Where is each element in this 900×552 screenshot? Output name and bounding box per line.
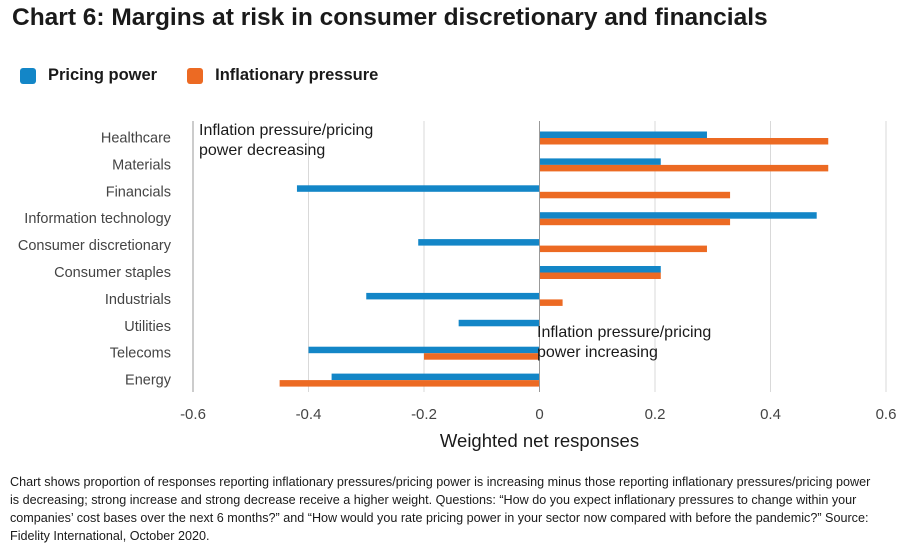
x-tick-label: -0.2 (411, 406, 437, 423)
x-tick-label: -0.4 (296, 406, 322, 423)
x-tick-label: 0.2 (645, 406, 666, 423)
legend-swatch-pricing-power (20, 67, 36, 84)
x-axis-label: Weighted net responses (440, 430, 639, 451)
bar-inflationary-pressure-consumer-staples (539, 272, 661, 279)
legend-item-pricing-power[interactable]: Pricing power (20, 66, 157, 85)
x-tick-label: -0.6 (180, 406, 206, 423)
bar-inflationary-pressure-information-technology (539, 218, 731, 226)
x-tick-label: 0 (535, 406, 543, 423)
bar-inflationary-pressure-industrials (539, 299, 563, 306)
x-tick-label: 0.6 (876, 406, 897, 423)
annotation-increasing: Inflation pressure/pricing power increasi… (537, 324, 711, 361)
legend-swatch-inflationary-pressure (187, 67, 204, 84)
category-label-consumer-discretionary: Consumer discretionary (18, 238, 172, 254)
category-label-energy: Energy (125, 373, 172, 389)
legend-label-inflationary-pressure: Inflationary pressure (215, 66, 379, 84)
x-tick-label: 0.4 (760, 406, 781, 423)
bar-inflationary-pressure-energy (279, 380, 540, 387)
bar-pricing-power-utilities (458, 319, 540, 327)
bar-pricing-power-consumer-discretionary (418, 239, 540, 246)
bar-pricing-power-materials (539, 158, 661, 165)
category-label-utilities: Utilities (124, 319, 171, 335)
chart-title: Chart 6: Margins at risk in consumer dis… (12, 4, 768, 31)
bar-inflationary-pressure-healthcare (539, 138, 829, 145)
bar-pricing-power-telecoms (308, 346, 540, 354)
annotation-line: Inflation pressure/pricing (537, 324, 711, 341)
bar-inflationary-pressure-telecoms (424, 353, 540, 360)
bar-pricing-power-industrials (366, 292, 540, 300)
bar-pricing-power-financials (296, 185, 540, 192)
bar-pricing-power-information-technology (539, 212, 817, 219)
annotation-line: Inflation pressure/pricing (199, 122, 373, 139)
annotation-decreasing: Inflation pressure/pricing power decreasi… (199, 122, 373, 159)
bar-inflationary-pressure-materials (539, 164, 829, 172)
bar-pricing-power-energy (331, 373, 540, 381)
category-label-financials: Financials (106, 184, 171, 200)
category-label-materials: Materials (112, 157, 171, 173)
category-label-industrials: Industrials (105, 292, 171, 308)
legend-item-inflationary-pressure[interactable]: Inflationary pressure (187, 66, 378, 85)
bar-inflationary-pressure-financials (539, 191, 731, 199)
annotation-line: power decreasing (199, 142, 325, 159)
category-label-healthcare: Healthcare (101, 131, 171, 147)
category-label-consumer-staples: Consumer staples (54, 265, 171, 281)
bar-chart: -0.6 -0.4 -0.2 0 0.2 0.4 0.6 Healthcare Material… (18, 121, 897, 451)
legend-label-pricing-power: Pricing power (48, 66, 158, 84)
category-label-information-technology: Information technology (24, 211, 171, 227)
annotation-line: power increasing (537, 344, 658, 361)
chart-footnote: Chart shows proportion of responses repo… (10, 475, 871, 543)
category-label-telecoms: Telecoms (110, 346, 171, 362)
bar-pricing-power-consumer-staples (539, 266, 661, 273)
legend: Pricing power Inflationary pressure (20, 66, 408, 85)
bar-inflationary-pressure-consumer-discretionary (539, 245, 707, 253)
bar-pricing-power-healthcare (539, 131, 707, 138)
